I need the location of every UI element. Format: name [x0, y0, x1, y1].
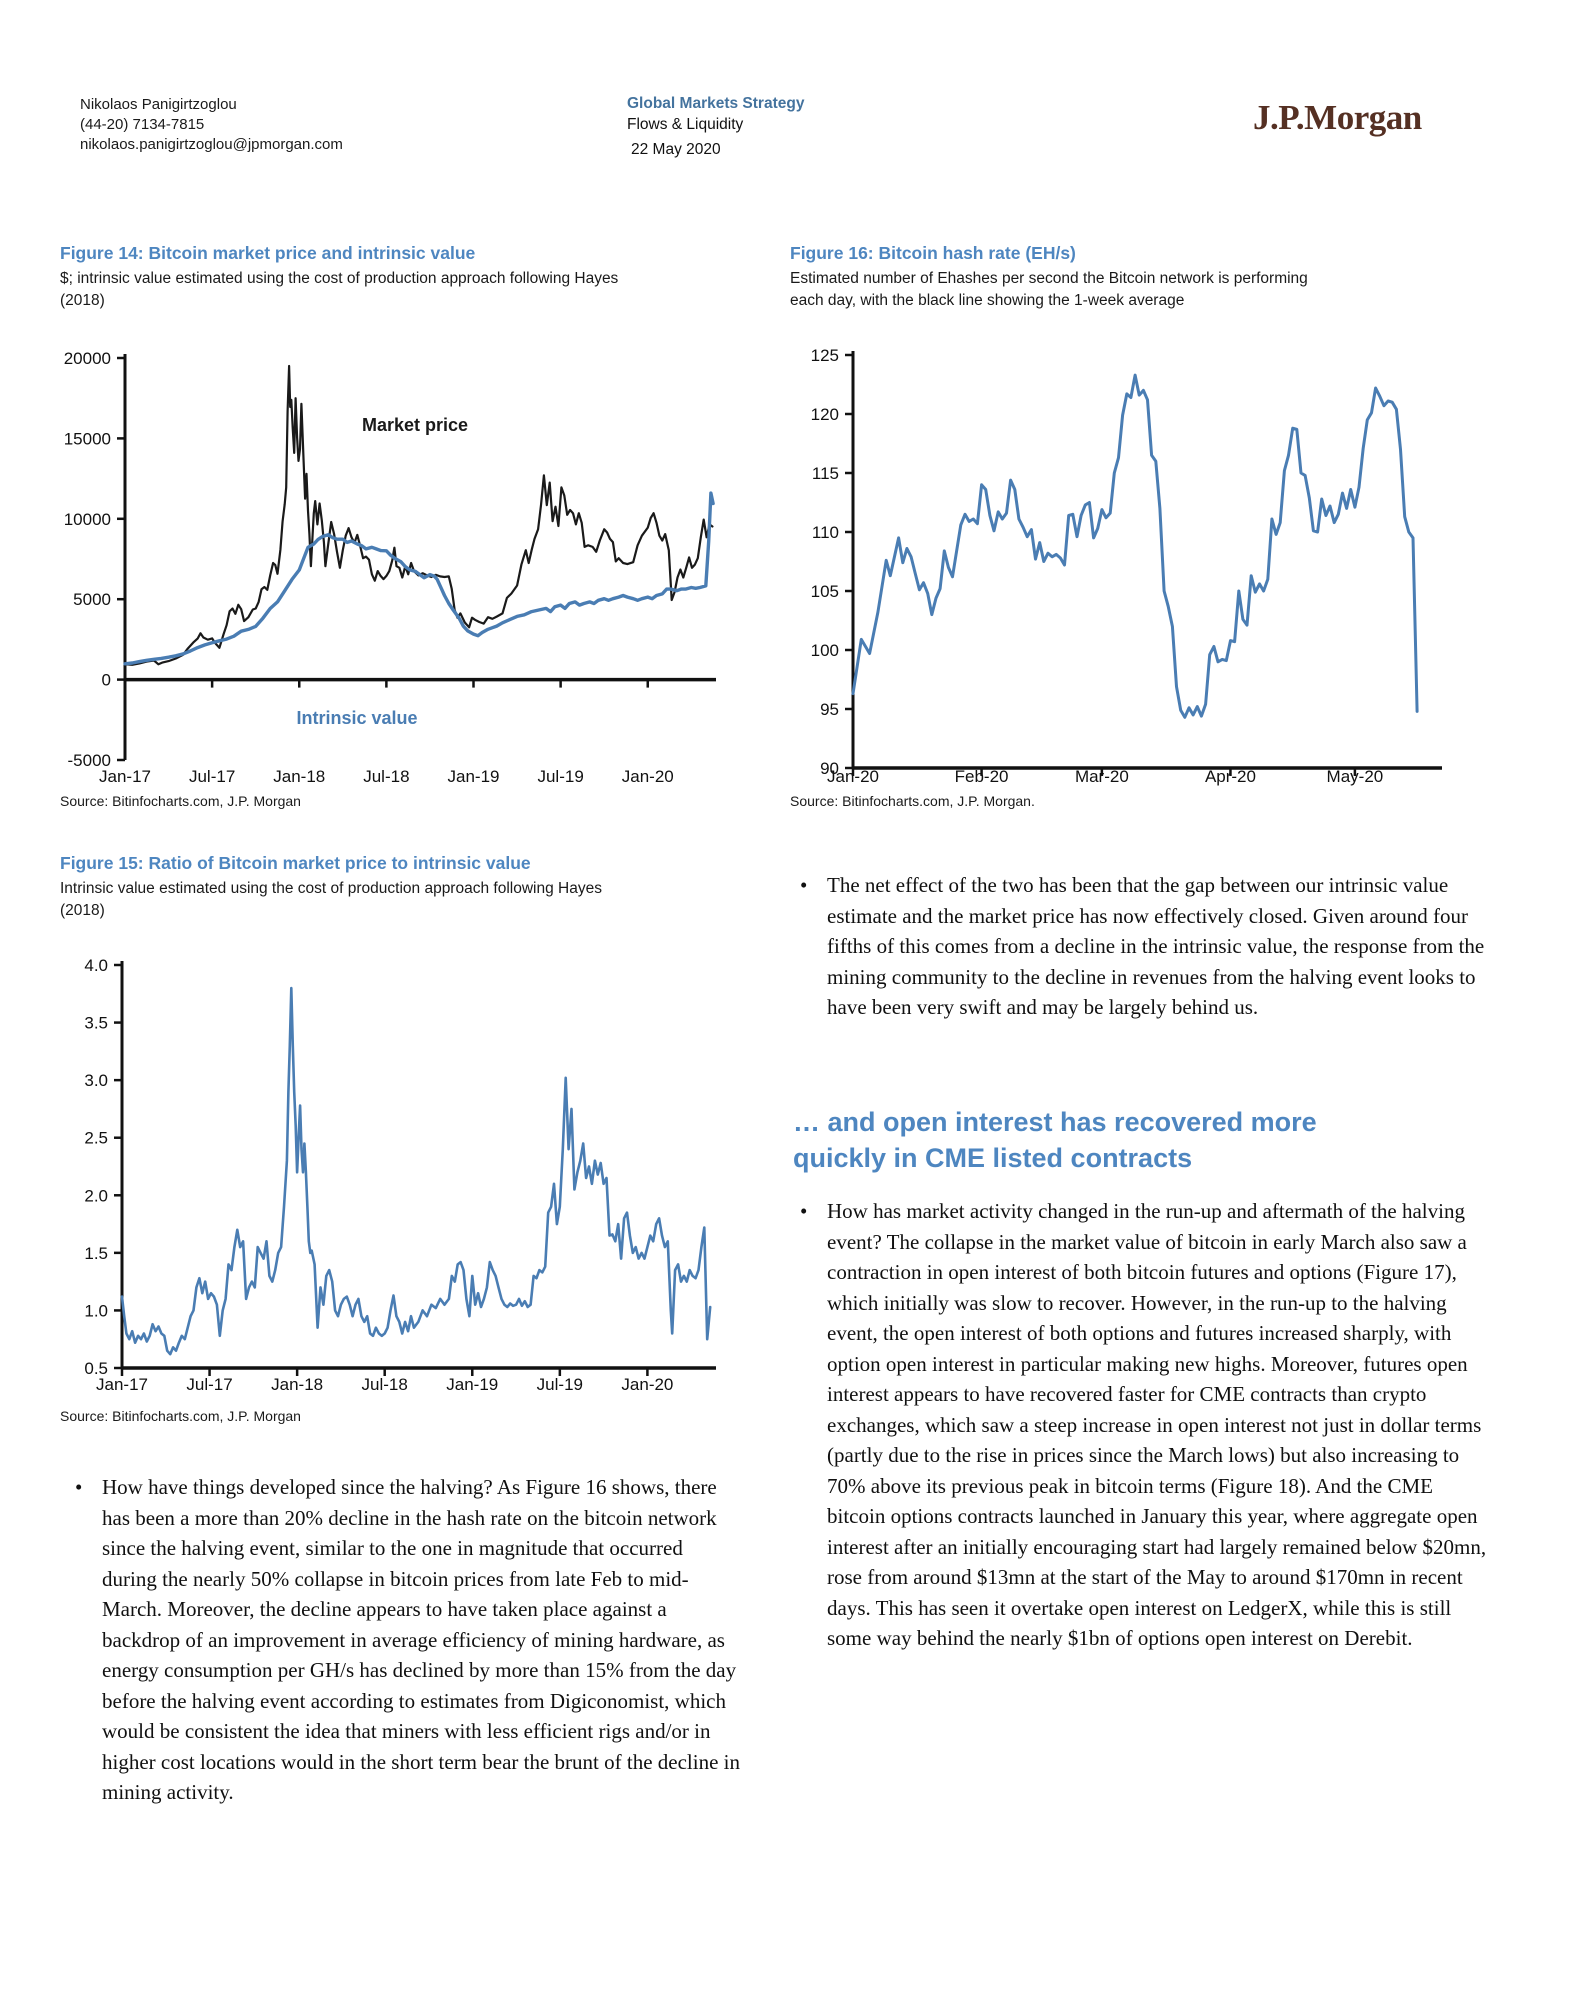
fig15-source: Source: Bitinfocharts.com, J.P. Morgan [60, 1408, 301, 1424]
y-tick-label: 1.0 [84, 1301, 108, 1320]
y-tick-label: 4.0 [84, 956, 108, 975]
fig14-subtitle: $; intrinsic value estimated using the c… [60, 270, 619, 309]
x-tick-label: May-20 [1327, 767, 1384, 786]
y-tick-label: 110 [812, 523, 839, 542]
y-tick-label: 1.5 [84, 1244, 108, 1263]
series-label: Market price [362, 415, 468, 435]
right-bullet-open-interest: • How has market activity changed in the… [800, 1196, 1490, 1654]
fig15-chart: 0.5 1.0 1.5 2.0 2.5 3.0 3.5 4.0 Jan-17 Jul-17 Jan-… [84, 956, 716, 1394]
x-tick-label: Jan-19 [446, 1375, 498, 1394]
fig16-chart: 90 95 100 105 110 115 120 125 Jan-20 Feb-20 Mar-20… [811, 346, 1442, 786]
y-tick-label: 120 [811, 405, 839, 424]
x-tick-label: Feb-20 [955, 767, 1009, 786]
fig16-source: Source: Bitinfocharts.com, J.P. Morgan. [790, 793, 1035, 809]
bullet-icon: • [800, 1199, 808, 1223]
bullet-icon: • [75, 1475, 83, 1499]
x-tick-label: Jan-17 [99, 767, 151, 786]
y-tick-label: 95 [820, 700, 839, 719]
right-bullet-net-effect: • The net effect of the two has been tha… [800, 870, 1490, 1023]
y-tick-label: 125 [811, 346, 839, 365]
fig16-subtitle: Estimated number of Ehashes per second t… [790, 270, 1308, 309]
x-tick-label: Jul-19 [537, 767, 583, 786]
y-tick-label: 2.0 [84, 1186, 108, 1205]
x-tick-label: Jan-19 [448, 767, 500, 786]
fig14-chart: -5000 0 5000 10000 15000 20000 Jan-17 Jul-17 Jan… [64, 349, 716, 786]
fig15-subtitle: Intrinsic value estimated using the cost… [60, 880, 602, 919]
publication-block: Global Markets Strategy Flows & Liquidit… [627, 93, 804, 160]
x-tick-label: Mar-20 [1075, 767, 1129, 786]
x-tick-label: Jul-18 [362, 1375, 408, 1394]
x-tick-label: Jul-18 [363, 767, 409, 786]
y-tick-label: 105 [811, 582, 839, 601]
series-line-1 [123, 364, 714, 666]
series-label: Intrinsic value [296, 708, 417, 728]
fig16-title: Figure 16: Bitcoin hash rate (EH/s) [790, 243, 1076, 263]
y-tick-label: 5000 [73, 590, 111, 609]
bullet-icon: • [800, 873, 808, 897]
publication-strategy: Global Markets Strategy [627, 95, 805, 112]
y-tick-label: 115 [812, 464, 839, 483]
x-tick-label: Jan-17 [96, 1375, 148, 1394]
fig14-title: Figure 14: Bitcoin market price and intr… [60, 243, 476, 263]
x-tick-label: Apr-20 [1205, 767, 1256, 786]
y-tick-label: 0.5 [84, 1359, 108, 1378]
x-tick-label: Jan-20 [622, 767, 674, 786]
publication-series: Flows & Liquidity [627, 116, 744, 133]
publication-date: 22 May 2020 [631, 141, 721, 158]
x-tick-label: Jul-17 [189, 767, 235, 786]
section-heading: … and open interest has recovered more q… [793, 1107, 1317, 1173]
right-bullet1-text: The net effect of the two has been that … [827, 873, 1485, 1019]
y-tick-label: -5000 [68, 751, 111, 770]
jpmorgan-logo: J.P.Morgan [1253, 98, 1422, 137]
y-tick-label: 15000 [64, 429, 111, 448]
y-tick-label: 100 [811, 641, 839, 660]
fig14-source: Source: Bitinfocharts.com, J.P. Morgan [60, 793, 301, 809]
y-tick-label: 3.5 [84, 1014, 108, 1033]
y-tick-label: 20000 [64, 349, 111, 368]
x-tick-label: Jan-20 [827, 767, 879, 786]
series-line-1 [120, 986, 712, 1356]
y-tick-label: 3.0 [84, 1071, 108, 1090]
x-tick-label: Jan-18 [271, 1375, 323, 1394]
y-tick-label: 2.5 [84, 1129, 108, 1148]
fig15-title: Figure 15: Ratio of Bitcoin market price… [60, 853, 531, 873]
x-tick-label: Jul-19 [537, 1375, 583, 1394]
left-bullet-text: How have things developed since the halv… [102, 1475, 740, 1804]
series-line-2 [123, 491, 715, 666]
y-tick-label: 90 [820, 759, 839, 778]
author-name: Nikolaos Panigirtzoglou [80, 96, 237, 113]
left-bullet-halving: • How have things developed since the ha… [75, 1472, 740, 1808]
author-phone: (44-20) 7134-7815 [80, 116, 205, 133]
y-tick-label: 0 [102, 671, 111, 690]
series-line-1 [851, 373, 1419, 719]
x-tick-label: Jul-17 [186, 1375, 232, 1394]
y-tick-label: 10000 [64, 510, 111, 529]
x-tick-label: Jan-20 [621, 1375, 673, 1394]
x-tick-label: Jan-18 [273, 767, 325, 786]
author-email[interactable]: nikolaos.panigirtzoglou@jpmorgan.com [80, 136, 343, 153]
right-bullet2-text: How has market activity changed in the r… [827, 1199, 1487, 1650]
author-block: Nikolaos Panigirtzoglou (44-20) 7134-781… [80, 95, 343, 155]
